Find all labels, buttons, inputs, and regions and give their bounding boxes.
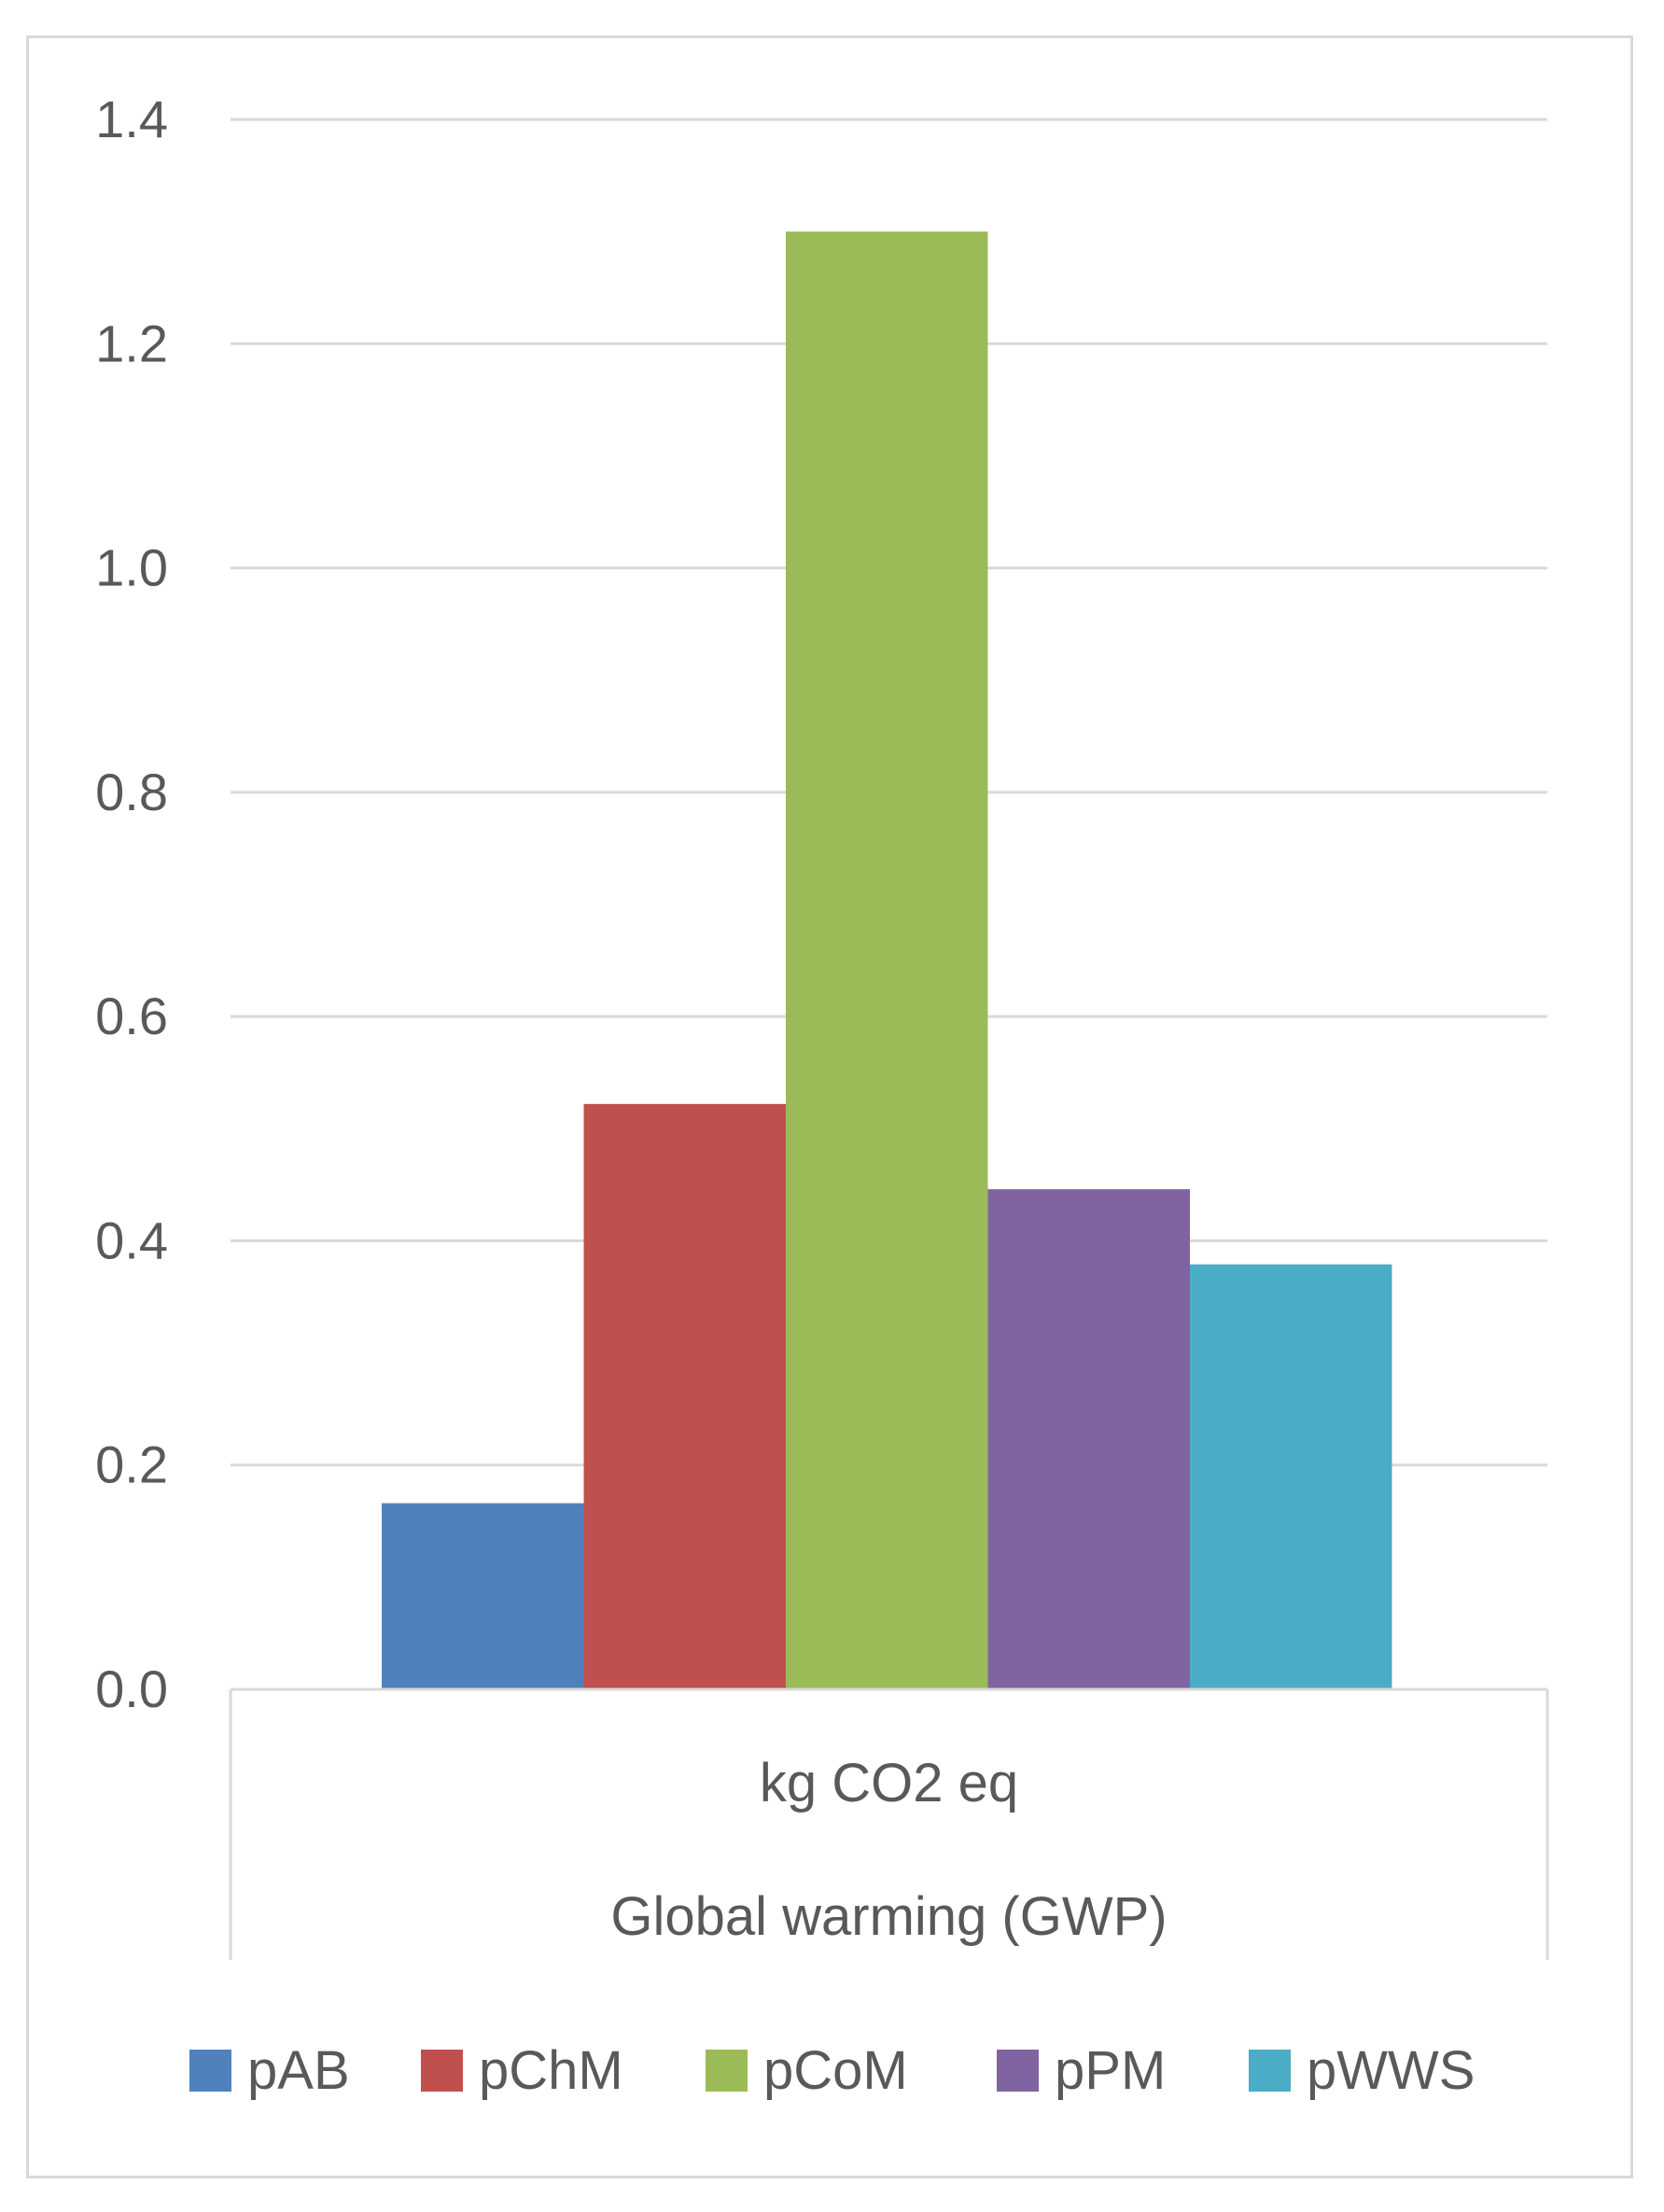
- y-tick-label: 0.2: [95, 1435, 168, 1494]
- y-tick-label: 0.4: [95, 1211, 168, 1269]
- legend-label-pPM: pPM: [1055, 2040, 1166, 2101]
- legend-swatch-pWWS: [1249, 2050, 1291, 2092]
- category-group-label: Global warming (GWP): [610, 1886, 1167, 1947]
- y-tick-label: 1.4: [95, 90, 168, 148]
- bar-pWWS: [1190, 1264, 1392, 1689]
- legend-swatch-pPM: [997, 2050, 1039, 2092]
- x-axis-lines: [229, 1687, 1549, 1960]
- y-tick-label: 0.0: [95, 1659, 168, 1718]
- bars: [382, 231, 1392, 1690]
- legend: pAB pChM pCoM pPM pWWS: [189, 2040, 1475, 2101]
- bar-pAB: [382, 1503, 584, 1689]
- category-labels: kg CO2 eq Global warming (GWP): [610, 1753, 1167, 1947]
- bar-pChM: [583, 1103, 786, 1689]
- legend-label-pCoM: pCoM: [763, 2040, 908, 2101]
- y-tick-label: 1.0: [95, 539, 168, 597]
- y-tick-label: 0.8: [95, 763, 168, 821]
- legend-label-pAB: pAB: [247, 2040, 350, 2101]
- y-axis-tick-labels: 0.0 0.2 0.4 0.6 0.8 1.0 1.2 1.4: [95, 90, 168, 1718]
- legend-label-pWWS: pWWS: [1307, 2040, 1475, 2101]
- y-tick-label: 0.6: [95, 987, 168, 1045]
- y-tick-label: 1.2: [95, 314, 168, 372]
- legend-label-pChM: pChM: [479, 2040, 623, 2101]
- bar-pPM: [987, 1189, 1190, 1689]
- legend-swatch-pChM: [421, 2050, 463, 2092]
- legend-swatch-pCoM: [706, 2050, 748, 2092]
- bar-pCoM: [786, 231, 988, 1690]
- legend-swatch-pAB: [189, 2050, 231, 2092]
- category-label: kg CO2 eq: [760, 1753, 1018, 1813]
